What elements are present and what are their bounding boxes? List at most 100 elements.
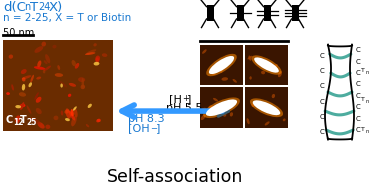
Ellipse shape xyxy=(28,82,32,87)
Ellipse shape xyxy=(250,98,283,117)
Text: C: C xyxy=(320,83,325,89)
Ellipse shape xyxy=(213,98,218,102)
Bar xyxy=(245,45,288,85)
Text: C: C xyxy=(320,99,325,105)
Ellipse shape xyxy=(220,67,223,73)
Text: C: C xyxy=(356,47,361,53)
Ellipse shape xyxy=(60,83,63,88)
Ellipse shape xyxy=(36,97,42,103)
Ellipse shape xyxy=(86,124,89,127)
Ellipse shape xyxy=(30,75,34,83)
Text: T: T xyxy=(20,115,27,125)
Text: C: C xyxy=(356,93,361,99)
Text: n: n xyxy=(365,99,368,104)
Bar xyxy=(245,87,288,128)
Ellipse shape xyxy=(253,100,280,115)
Ellipse shape xyxy=(15,115,20,123)
Text: C: C xyxy=(320,129,325,135)
Ellipse shape xyxy=(211,70,216,75)
Ellipse shape xyxy=(22,75,31,79)
Ellipse shape xyxy=(44,60,48,64)
Ellipse shape xyxy=(45,54,50,63)
Text: C: C xyxy=(320,53,325,59)
Ellipse shape xyxy=(230,112,233,117)
Ellipse shape xyxy=(36,108,42,114)
Ellipse shape xyxy=(15,105,21,108)
Ellipse shape xyxy=(202,49,207,54)
Text: Self-association: Self-association xyxy=(107,168,243,186)
Ellipse shape xyxy=(97,119,101,122)
Text: C: C xyxy=(356,127,361,133)
Ellipse shape xyxy=(251,103,255,107)
Text: C: C xyxy=(356,70,361,76)
Ellipse shape xyxy=(20,104,25,107)
Ellipse shape xyxy=(278,71,282,77)
Ellipse shape xyxy=(9,55,13,59)
Text: T: T xyxy=(30,1,38,14)
Ellipse shape xyxy=(34,92,39,100)
Ellipse shape xyxy=(57,65,60,70)
Ellipse shape xyxy=(85,52,96,55)
Ellipse shape xyxy=(223,113,226,117)
Ellipse shape xyxy=(94,62,99,65)
Ellipse shape xyxy=(93,43,97,46)
Ellipse shape xyxy=(201,114,206,120)
Ellipse shape xyxy=(95,57,99,64)
Ellipse shape xyxy=(68,94,71,97)
Ellipse shape xyxy=(222,77,228,81)
Ellipse shape xyxy=(42,42,46,46)
Ellipse shape xyxy=(65,108,71,119)
Bar xyxy=(237,5,243,21)
Ellipse shape xyxy=(251,55,282,75)
Text: 50 nm: 50 nm xyxy=(3,27,34,38)
Text: X): X) xyxy=(49,1,63,14)
Text: C: C xyxy=(356,104,361,110)
Ellipse shape xyxy=(37,122,45,129)
Ellipse shape xyxy=(20,102,24,110)
Ellipse shape xyxy=(64,110,69,114)
Text: [H: [H xyxy=(169,94,182,104)
Ellipse shape xyxy=(11,84,14,90)
Ellipse shape xyxy=(19,92,26,97)
Ellipse shape xyxy=(206,54,237,76)
Ellipse shape xyxy=(274,64,278,67)
Text: ]: ] xyxy=(187,94,191,104)
Ellipse shape xyxy=(78,77,85,82)
Ellipse shape xyxy=(248,55,251,61)
Ellipse shape xyxy=(74,108,77,118)
Text: [OH: [OH xyxy=(128,123,150,133)
Ellipse shape xyxy=(69,111,75,121)
Ellipse shape xyxy=(201,108,206,112)
Ellipse shape xyxy=(272,94,275,98)
Text: pH 5.5: pH 5.5 xyxy=(166,102,202,113)
Ellipse shape xyxy=(71,60,76,66)
Ellipse shape xyxy=(75,63,79,69)
Bar xyxy=(263,5,271,21)
Ellipse shape xyxy=(22,77,26,81)
Ellipse shape xyxy=(73,106,77,111)
Ellipse shape xyxy=(71,109,74,116)
Text: d(C: d(C xyxy=(3,1,26,14)
Text: T: T xyxy=(361,68,365,73)
Text: ]: ] xyxy=(156,123,160,133)
Ellipse shape xyxy=(209,56,234,74)
Text: n = 2-25, X = T or Biotin: n = 2-25, X = T or Biotin xyxy=(3,13,131,23)
Ellipse shape xyxy=(254,57,279,73)
Text: C: C xyxy=(320,68,325,74)
Ellipse shape xyxy=(21,69,27,74)
Ellipse shape xyxy=(55,73,63,77)
Ellipse shape xyxy=(102,53,107,57)
Ellipse shape xyxy=(6,92,10,95)
Ellipse shape xyxy=(86,49,96,54)
Ellipse shape xyxy=(277,111,280,113)
Ellipse shape xyxy=(31,118,41,124)
Ellipse shape xyxy=(283,118,286,121)
Bar xyxy=(206,5,214,21)
Ellipse shape xyxy=(37,61,41,67)
Ellipse shape xyxy=(203,97,240,118)
Ellipse shape xyxy=(26,105,31,114)
Ellipse shape xyxy=(60,81,67,87)
Ellipse shape xyxy=(54,116,59,120)
Text: 24: 24 xyxy=(38,2,50,12)
Bar xyxy=(291,5,299,21)
